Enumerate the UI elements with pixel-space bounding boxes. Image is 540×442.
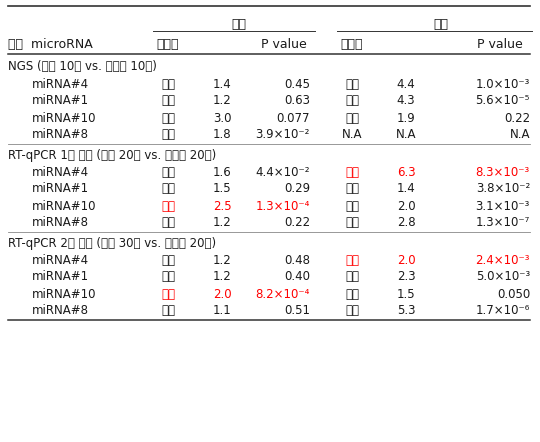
Text: RT-qPCR 2차 검증 (피로 30명 vs. 건강인 20명): RT-qPCR 2차 검증 (피로 30명 vs. 건강인 20명) [8,236,216,249]
Text: 감소: 감소 [161,111,175,125]
Text: 2.8: 2.8 [397,217,415,229]
Text: 0.40: 0.40 [284,271,310,283]
Text: 1.5: 1.5 [397,287,415,301]
Text: 감소: 감소 [161,287,175,301]
Text: 감소: 감소 [345,95,359,107]
Text: 감소: 감소 [161,305,175,317]
Text: 여성: 여성 [232,18,246,30]
Text: miRNA#1: miRNA#1 [32,271,89,283]
Text: 4.4: 4.4 [396,77,415,91]
Text: miRNA#10: miRNA#10 [32,199,97,213]
Text: 증가: 증가 [345,77,359,91]
Text: 1.2: 1.2 [213,217,231,229]
Text: P value: P value [477,38,523,52]
Text: miRNA#10: miRNA#10 [32,111,97,125]
Text: 8.2×10⁻⁴: 8.2×10⁻⁴ [255,287,310,301]
Text: 0.22: 0.22 [284,217,310,229]
Text: 0.077: 0.077 [276,111,310,125]
Text: N.A: N.A [342,129,362,141]
Text: miRNA#8: miRNA#8 [32,129,89,141]
Text: 증감비: 증감비 [341,38,363,52]
Text: 1.2: 1.2 [213,271,231,283]
Text: 0.29: 0.29 [284,183,310,195]
Text: 증가: 증가 [161,254,175,267]
Text: NGS (피로 10명 vs. 건강인 10명): NGS (피로 10명 vs. 건강인 10명) [8,61,157,73]
Text: 1.3×10⁻⁴: 1.3×10⁻⁴ [255,199,310,213]
Text: 1.4: 1.4 [213,77,231,91]
Text: 3.0: 3.0 [213,111,231,125]
Text: miRNA#4: miRNA#4 [32,165,89,179]
Text: 1.2: 1.2 [213,254,231,267]
Text: 0.63: 0.63 [284,95,310,107]
Text: 1.7×10⁻⁶: 1.7×10⁻⁶ [476,305,530,317]
Text: 증가: 증가 [161,271,175,283]
Text: 감소: 감소 [345,217,359,229]
Text: 1.2: 1.2 [213,95,231,107]
Text: 1.9: 1.9 [396,111,415,125]
Text: 3.1×10⁻³: 3.1×10⁻³ [476,199,530,213]
Text: 감소: 감소 [161,199,175,213]
Text: 3.9×10⁻²: 3.9×10⁻² [255,129,310,141]
Text: 1.5: 1.5 [213,183,231,195]
Text: N.A: N.A [510,129,530,141]
Text: 증가: 증가 [161,217,175,229]
Text: 증가: 증가 [345,271,359,283]
Text: 2.0: 2.0 [213,287,231,301]
Text: 0.45: 0.45 [284,77,310,91]
Text: N.A: N.A [396,129,416,141]
Text: 8.3×10⁻³: 8.3×10⁻³ [476,165,530,179]
Text: 2.4×10⁻³: 2.4×10⁻³ [476,254,530,267]
Text: 1.1: 1.1 [213,305,231,317]
Text: 증가: 증가 [161,77,175,91]
Text: 증가: 증가 [161,165,175,179]
Text: 4.3: 4.3 [397,95,415,107]
Text: 2.3: 2.3 [397,271,415,283]
Text: 4.4×10⁻²: 4.4×10⁻² [255,165,310,179]
Text: 2.0: 2.0 [397,199,415,213]
Text: 증가: 증가 [161,95,175,107]
Text: miRNA#8: miRNA#8 [32,217,89,229]
Text: 1.8: 1.8 [213,129,231,141]
Text: 5.3: 5.3 [397,305,415,317]
Text: 감소: 감소 [345,111,359,125]
Text: 3.8×10⁻²: 3.8×10⁻² [476,183,530,195]
Text: miRNA#10: miRNA#10 [32,287,97,301]
Text: miRNA#8: miRNA#8 [32,305,89,317]
Text: 2.0: 2.0 [397,254,415,267]
Text: 5.0×10⁻³: 5.0×10⁻³ [476,271,530,283]
Text: 0.22: 0.22 [504,111,530,125]
Text: 2.5: 2.5 [213,199,231,213]
Text: 남성: 남성 [434,18,449,30]
Text: 증가: 증가 [345,254,359,267]
Text: 감소: 감소 [345,183,359,195]
Text: miRNA#1: miRNA#1 [32,183,89,195]
Text: miRNA#1: miRNA#1 [32,95,89,107]
Text: 1.4: 1.4 [396,183,415,195]
Text: 증가: 증가 [345,287,359,301]
Text: 피로  microRNA: 피로 microRNA [8,38,93,52]
Text: 1.3×10⁻⁷: 1.3×10⁻⁷ [476,217,530,229]
Text: 1.6: 1.6 [213,165,231,179]
Text: 증가: 증가 [345,165,359,179]
Text: miRNA#4: miRNA#4 [32,254,89,267]
Text: 증감비: 증감비 [157,38,179,52]
Text: 0.51: 0.51 [284,305,310,317]
Text: 감소: 감소 [161,183,175,195]
Text: P value: P value [261,38,307,52]
Text: 0.48: 0.48 [284,254,310,267]
Text: miRNA#4: miRNA#4 [32,77,89,91]
Text: 증가: 증가 [161,129,175,141]
Text: 증가: 증가 [345,305,359,317]
Text: 1.0×10⁻³: 1.0×10⁻³ [476,77,530,91]
Text: 6.3: 6.3 [397,165,415,179]
Text: 0.050: 0.050 [497,287,530,301]
Text: RT-qPCR 1차 검증 (피로 20명 vs. 건강인 20명): RT-qPCR 1차 검증 (피로 20명 vs. 건강인 20명) [8,149,216,161]
Text: 5.6×10⁻⁵: 5.6×10⁻⁵ [476,95,530,107]
Text: 감소: 감소 [345,199,359,213]
